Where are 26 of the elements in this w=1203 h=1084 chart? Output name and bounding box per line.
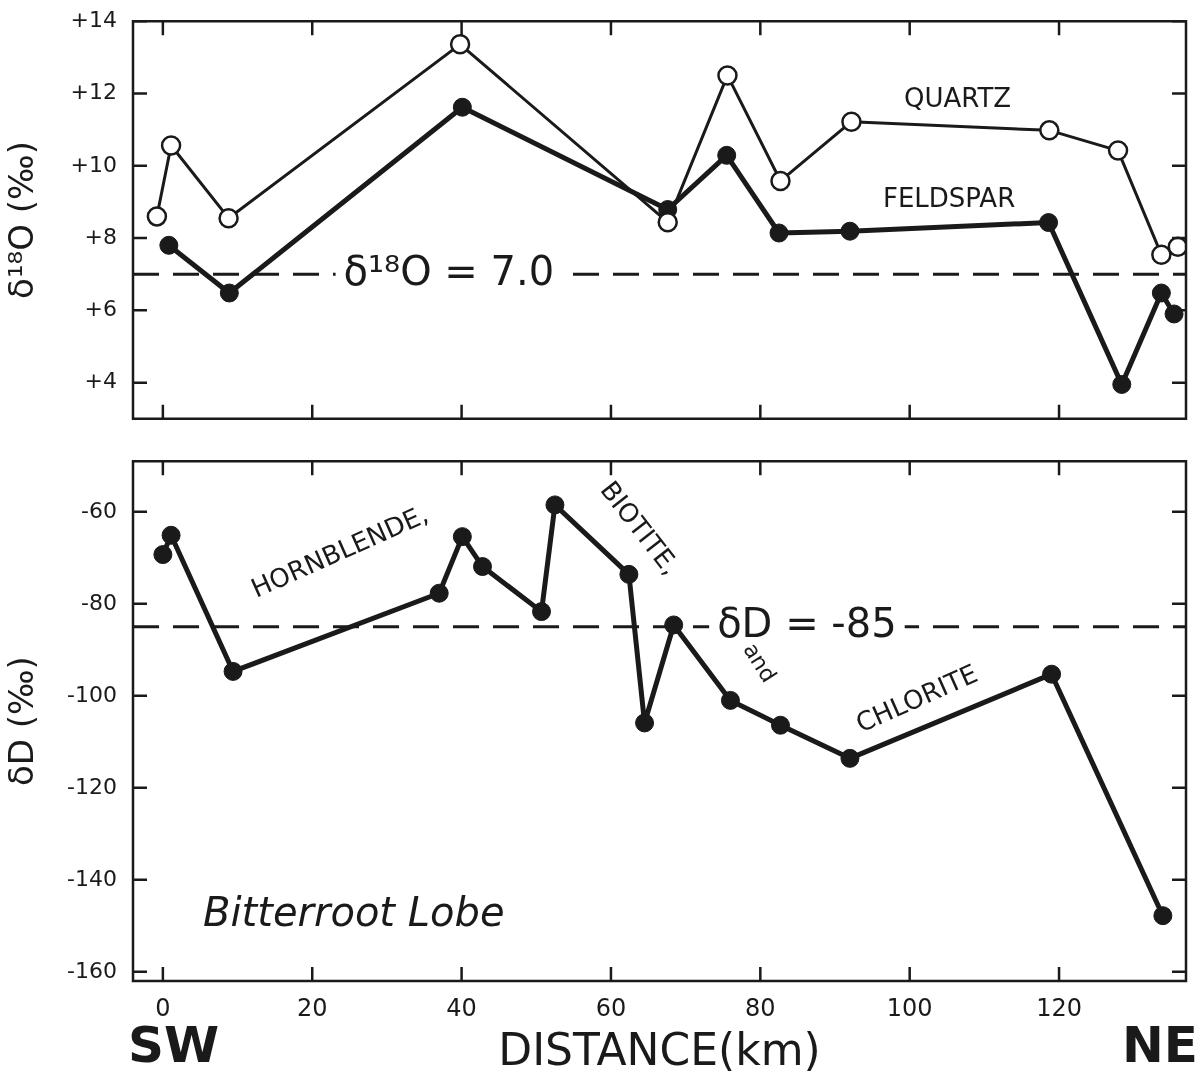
text: NE xyxy=(1121,1015,1198,1074)
x-tick-label: 60 xyxy=(595,993,627,1022)
x-tick-label: 100 xyxy=(886,993,933,1022)
y-tick-label: +4 xyxy=(84,368,117,394)
y-tick-label: +6 xyxy=(84,296,117,322)
x-tick-label: 20 xyxy=(296,993,328,1022)
annotation: FELDSPAR xyxy=(882,183,1016,214)
y-tick-label: +10 xyxy=(70,151,117,177)
y-tick-label: -80 xyxy=(81,589,117,615)
y-tick-label: +8 xyxy=(84,223,117,249)
x-tick-label: 80 xyxy=(745,993,776,1022)
annotation: QUARTZ xyxy=(903,83,1012,114)
y-axis-title: δD (‰) xyxy=(1,656,42,787)
y-tick-label: -100 xyxy=(67,681,117,707)
x-axis-title: DISTANCE(km) xyxy=(498,1024,821,1076)
y-tick-label: -120 xyxy=(67,773,117,799)
y-tick-label: -140 xyxy=(67,865,117,891)
x-tick-label: 40 xyxy=(446,993,477,1022)
y-tick-label: +12 xyxy=(70,79,117,105)
annotation: Bitterroot Lobe xyxy=(203,889,505,936)
y-axis-title: δ¹⁸O (‰) xyxy=(1,141,42,299)
y-tick-label: -60 xyxy=(81,497,117,523)
ref-line-label: δ¹⁸O = 7.0 xyxy=(343,247,555,294)
y-tick-label: +14 xyxy=(70,6,117,32)
x-tick-label: 120 xyxy=(1036,993,1082,1022)
y-tick-label: -160 xyxy=(67,957,117,983)
